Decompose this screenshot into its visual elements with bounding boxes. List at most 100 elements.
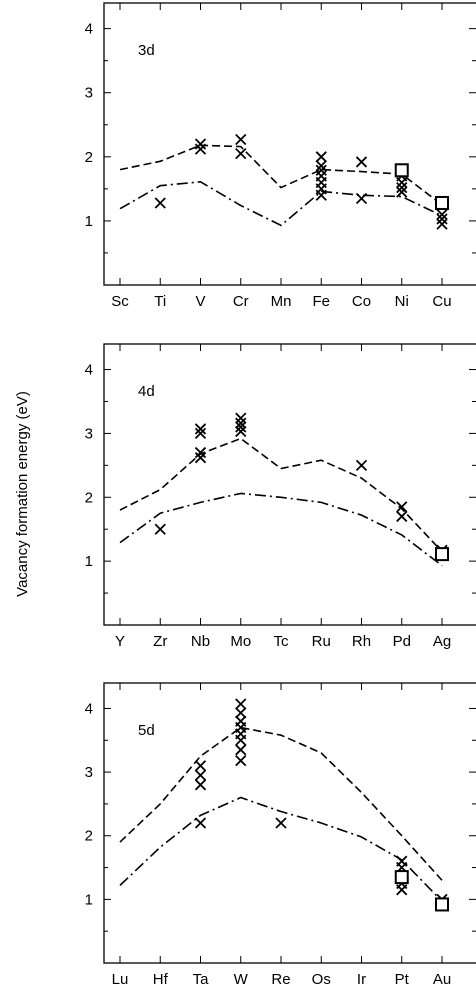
y-tick-label: 1 [85, 213, 93, 230]
cross-point-W [235, 744, 247, 756]
cross-point-Cu [436, 213, 448, 225]
cross-stroke [235, 133, 247, 146]
cross-point-Nb [194, 446, 207, 459]
series-line-dash-dot [119, 796, 443, 902]
cross-stroke [436, 213, 448, 225]
square-point-Ni [394, 163, 409, 178]
cross-point-Ni [396, 186, 408, 198]
cross-stroke [315, 151, 327, 163]
x-tick-label-Zr: Zr [153, 633, 167, 650]
cross-stroke [355, 192, 368, 205]
square-point-Ag [435, 547, 449, 562]
cross-point-Ta [194, 769, 207, 781]
cross-stroke [194, 760, 207, 772]
x-tick-label-Fe: Fe [312, 293, 330, 310]
panel-label: 3d [138, 42, 155, 59]
x-tick-label-Ir: Ir [357, 971, 366, 988]
panel-3d: 1 2 3 4 Sc Ti V Cr Mn Fe Co Ni Cu 3d [85, 2, 476, 310]
cross-stroke [275, 817, 287, 829]
cross-stroke [396, 884, 408, 896]
cross-point-Ta [194, 817, 207, 829]
cross-point-W [235, 734, 247, 746]
x-tick-label-Rh: Rh [352, 633, 371, 650]
cross-point-Ta [194, 779, 207, 791]
x-tick-label-Re: Re [271, 971, 290, 988]
x-tick-label-Ni: Ni [395, 293, 409, 310]
cross-point-Cu [436, 208, 448, 221]
panels: 1 2 3 4 Sc Ti V Cr Mn Fe Co Ni Cu 3d 1 2 3 4 Y Zr Nb Mo Tc Ru Rh… [85, 2, 476, 988]
cross-stroke [396, 181, 408, 194]
cross-point-Cr [235, 133, 247, 146]
y-tick-label: 4 [85, 21, 93, 38]
cross-stroke [235, 417, 247, 429]
panel-label: 5d [138, 722, 155, 739]
cross-point-Ti [154, 197, 166, 209]
cross-point-Fe [315, 151, 327, 163]
cross-point-W [235, 707, 247, 719]
cross-stroke [315, 160, 327, 172]
cross-stroke [235, 421, 247, 433]
plot-frame [103, 343, 476, 626]
x-tick-label-Cr: Cr [233, 293, 249, 310]
series-line-dash-dot [119, 180, 443, 227]
series-line-dash-dot [119, 492, 443, 567]
cross-stroke [194, 143, 207, 155]
x-tick-label-V: V [195, 293, 205, 310]
y-tick-label: 3 [85, 85, 93, 102]
cross-point-W [235, 698, 247, 710]
x-tick-label-Nb: Nb [191, 633, 210, 650]
square-point-Au [435, 897, 449, 912]
y-tick-label: 2 [85, 489, 93, 506]
cross-point-Pd [396, 510, 408, 523]
cross-stroke [194, 452, 207, 464]
cross-point-Mo [235, 425, 247, 438]
cross-stroke [396, 501, 408, 513]
cross-point-Zr [154, 523, 166, 535]
y-tick-label: 1 [85, 891, 93, 908]
cross-stroke [194, 427, 207, 440]
cross-stroke [194, 779, 207, 791]
series-line-dashed [119, 437, 443, 553]
panel-label: 4d [138, 383, 155, 400]
x-tick-label-Tc: Tc [274, 633, 290, 650]
y-tick-label: 2 [85, 149, 93, 166]
cross-stroke [396, 186, 408, 198]
cross-stroke [355, 156, 368, 168]
cross-point-Ta [194, 760, 207, 772]
cross-stroke [396, 176, 408, 189]
cross-stroke [194, 446, 207, 459]
x-tick-label-Mo: Mo [230, 633, 251, 650]
cross-point-Mo [235, 417, 247, 429]
cross-point-Ni [396, 181, 408, 194]
cross-stroke [235, 707, 247, 719]
x-tick-label-Co: Co [352, 293, 371, 310]
cross-stroke [154, 197, 166, 209]
cross-point-Fe [315, 189, 327, 201]
cross-point-Rh [355, 459, 368, 471]
y-axis-label: Vacancy formation energy (eV) [14, 391, 31, 597]
cross-stroke [235, 412, 247, 424]
cross-point-Fe [315, 160, 327, 172]
panel-5d: 1 2 3 4 Lu Hf Ta W Re Os Ir Pt Au 5d [85, 682, 476, 988]
x-tick-label-Mn: Mn [271, 293, 292, 310]
cross-stroke [315, 189, 327, 201]
cross-stroke [194, 769, 207, 781]
cross-point-Pd [396, 501, 408, 513]
plot-frame [103, 682, 476, 964]
x-tick-label-Ta: Ta [193, 971, 210, 988]
square-point-Pt [394, 870, 409, 885]
cross-stroke [235, 734, 247, 746]
x-tick-label-Cu: Cu [432, 293, 451, 310]
cross-point-Cu [436, 218, 448, 230]
cross-point-W [235, 754, 247, 767]
cross-point-Re [275, 817, 287, 829]
panel-4d: 1 2 3 4 Y Zr Nb Mo Tc Ru Rh Pd Ag 4d [85, 343, 476, 650]
cross-point-Pt [396, 884, 408, 896]
x-tick-label-Sc: Sc [111, 293, 129, 310]
cross-point-Nb [194, 452, 207, 464]
y-tick-label: 3 [85, 764, 93, 781]
cross-stroke [235, 147, 247, 160]
cross-stroke [396, 510, 408, 523]
cross-point-Ni [396, 176, 408, 189]
cross-stroke [235, 744, 247, 756]
